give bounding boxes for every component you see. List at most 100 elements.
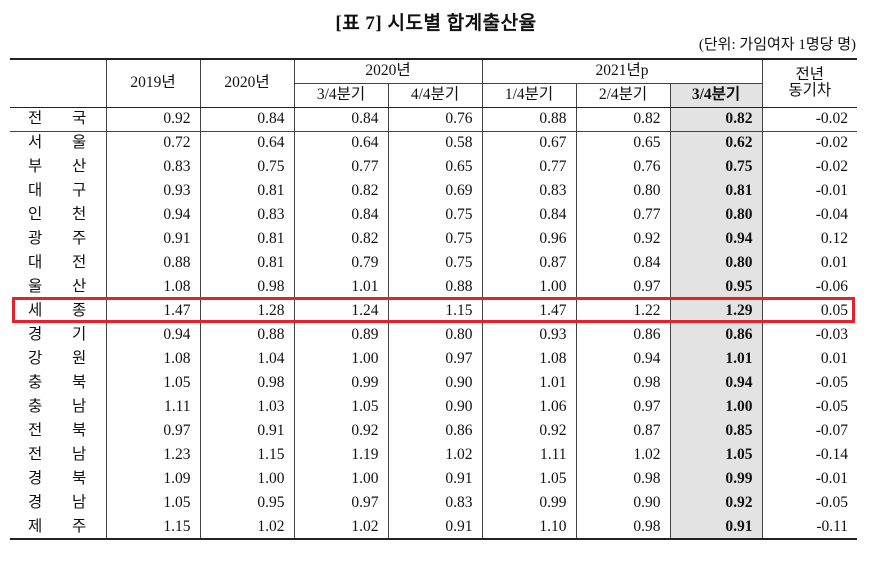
value-2019: 1.08 (105, 275, 200, 299)
value-yoy-diff: -0.05 (761, 491, 858, 515)
value-2021-q2: 0.86 (575, 323, 671, 347)
value-2020-q4: 0.90 (387, 371, 483, 395)
header-yoy-diff: 전년 동기차 (761, 58, 858, 108)
value-2021-q2: 1.02 (575, 443, 671, 467)
value-2020-q3: 0.92 (293, 419, 388, 443)
value-2021-q1: 1.05 (481, 467, 577, 491)
value-2020-q3: 0.97 (293, 491, 388, 515)
value-2020-q3: 0.77 (293, 155, 388, 179)
value-2021-q1: 1.11 (481, 443, 577, 467)
value-2021-q2: 1.22 (575, 299, 671, 323)
value-2020-q4: 1.15 (387, 299, 483, 323)
value-2021-q1: 1.10 (481, 515, 577, 540)
table-row: 경 남 1.05 0.95 0.97 0.83 0.99 0.90 0.92 -0.05 (10, 491, 858, 515)
value-yoy-diff: -0.02 (761, 131, 858, 155)
value-yoy-diff: -0.02 (761, 155, 858, 179)
value-yoy-diff: -0.05 (761, 371, 858, 395)
region-char-2: 주 (72, 517, 87, 535)
table-row: 대 전 0.88 0.81 0.79 0.75 0.87 0.84 0.80 0.01 (10, 251, 858, 275)
value-2020-q3: 0.84 (293, 107, 388, 132)
region-char-1: 광 (28, 230, 43, 247)
region-char-1: 대 (28, 182, 43, 199)
region-header (10, 58, 106, 108)
table-row: 서 울 0.72 0.64 0.64 0.58 0.67 0.65 0.62 -0.02 (10, 131, 858, 155)
table-row: 전 남 1.23 1.15 1.19 1.02 1.11 1.02 1.05 -0.14 (10, 443, 858, 467)
value-2021-q3: 1.05 (669, 443, 763, 467)
value-2020: 1.02 (199, 515, 294, 540)
value-2021-q3: 0.81 (669, 179, 763, 203)
value-2020-q3: 1.05 (293, 395, 388, 419)
value-2021-q3: 0.92 (669, 491, 763, 515)
table-row: 광 주 0.91 0.81 0.82 0.75 0.96 0.92 0.94 0.12 (10, 227, 858, 251)
value-2020-q4: 0.69 (387, 179, 483, 203)
header-2020-q4: 4/4분기 (387, 83, 483, 108)
region-char-1: 제 (28, 517, 43, 535)
region-char-2: 기 (72, 326, 87, 343)
value-2020-q3: 1.00 (293, 347, 388, 371)
value-yoy-diff: -0.01 (761, 467, 858, 491)
table-row: 충 북 1.05 0.98 0.99 0.90 1.01 0.98 0.94 -0.05 (10, 371, 858, 395)
value-2020: 0.83 (199, 203, 294, 227)
value-2020-q4: 0.58 (387, 131, 483, 155)
region-char-2: 남 (72, 446, 87, 463)
value-2021-q2: 0.98 (575, 467, 671, 491)
value-2021-q2: 0.82 (575, 107, 671, 132)
value-2020: 1.00 (199, 467, 294, 491)
value-2021-q3: 1.01 (669, 347, 763, 371)
value-2021-q3: 0.95 (669, 275, 763, 299)
value-2020-q3: 0.64 (293, 131, 388, 155)
value-2020-q4: 0.76 (387, 107, 483, 132)
region-char-1: 경 (28, 326, 43, 343)
value-2020-q4: 0.91 (387, 515, 483, 540)
value-2021-q3: 0.94 (669, 227, 763, 251)
value-2021-q1: 1.01 (481, 371, 577, 395)
table-row: 인 천 0.94 0.83 0.84 0.75 0.84 0.77 0.80 -0.04 (10, 203, 858, 227)
table-row: 부 산 0.83 0.75 0.77 0.65 0.77 0.76 0.75 -0.02 (10, 155, 858, 179)
value-2021-q1: 1.00 (481, 275, 577, 299)
value-2021-q2: 0.77 (575, 203, 671, 227)
region-char-2: 북 (72, 422, 87, 439)
value-2021-q1: 0.92 (481, 419, 577, 443)
region-char-1: 부 (28, 158, 43, 175)
region-char-1: 경 (28, 470, 43, 487)
value-yoy-diff: -0.07 (761, 419, 858, 443)
value-2021-q1: 1.06 (481, 395, 577, 419)
value-2021-q2: 0.84 (575, 251, 671, 275)
value-2021-q2: 0.65 (575, 131, 671, 155)
value-2019: 0.83 (105, 155, 200, 179)
table-row: 세 종 1.47 1.28 1.24 1.15 1.47 1.22 1.29 0.05 (10, 299, 858, 323)
value-yoy-diff: -0.14 (761, 443, 858, 467)
table-row: 전 국 0.92 0.84 0.84 0.76 0.88 0.82 0.82 -0.02 (10, 107, 858, 132)
value-yoy-diff: -0.02 (761, 107, 858, 132)
value-2020: 1.28 (199, 299, 294, 323)
value-2020: 1.15 (199, 443, 294, 467)
table-body: 전 국 0.92 0.84 0.84 0.76 0.88 0.82 0.82 -0.02 서 울 0.7… (10, 107, 858, 540)
value-2021-q3: 0.91 (669, 515, 763, 540)
value-2021-q2: 0.97 (575, 395, 671, 419)
value-2020: 0.81 (199, 179, 294, 203)
value-2020-q4: 0.90 (387, 395, 483, 419)
value-2020-q3: 0.89 (293, 323, 388, 347)
value-2020-q3: 0.82 (293, 227, 388, 251)
value-2020-q3: 0.82 (293, 179, 388, 203)
value-2021-q3: 0.94 (669, 371, 763, 395)
header-yoy-line1: 전년 (795, 66, 825, 84)
value-2019: 0.91 (105, 227, 200, 251)
table-title: [표 7] 시도별 합계출산율 (335, 13, 537, 34)
table-row: 충 남 1.11 1.03 1.05 0.90 1.06 0.97 1.00 -0.05 (10, 395, 858, 419)
value-2021-q2: 0.97 (575, 275, 671, 299)
value-2019: 0.92 (105, 107, 200, 132)
value-2019: 0.94 (105, 323, 200, 347)
value-2020: 1.03 (199, 395, 294, 419)
value-2020-q4: 0.88 (387, 275, 483, 299)
header-2021-q2: 2/4분기 (575, 83, 671, 108)
header-2021-q1: 1/4분기 (481, 83, 577, 108)
